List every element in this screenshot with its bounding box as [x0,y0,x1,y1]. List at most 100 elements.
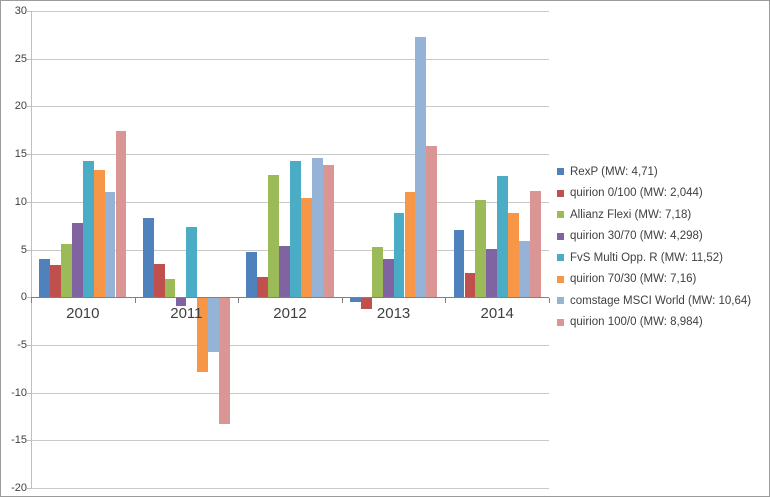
bar-fvs-multi-opp-r-2013[interactable] [393,213,405,298]
y-axis-label--10: -10 [11,386,27,399]
bar-quirion-0-100-2010[interactable] [50,264,61,298]
bar-allianz-flexi-2013[interactable] [371,246,383,298]
gridline--10 [31,392,549,394]
legend-label: comstage MSCI World (MW: 10,64) [570,294,752,307]
gridline--5 [31,344,549,346]
x-axis-label-2014: 2014 [480,305,514,322]
legend-item-quirion-0-100[interactable]: quirion 0/100 (MW: 2,044) [557,183,751,205]
y-axis-label-25: 25 [14,52,27,65]
bar-allianz-flexi-2010[interactable] [61,243,72,298]
bar-allianz-flexi-2012[interactable] [268,175,280,298]
legend-label: quirion 70/30 (MW: 7,16) [570,273,697,286]
legend-swatch-icon [557,211,564,219]
gridline--20 [31,488,549,489]
legend-swatch-icon [557,275,564,283]
bar-quirion-70-30-2012[interactable] [300,198,312,298]
x-axis-line [31,297,549,299]
bar-quirion-30-70-2011[interactable] [175,298,187,306]
bar-rexp-2011[interactable] [142,218,154,298]
gridline-25 [31,58,549,60]
bar-quirion-70-30-2013[interactable] [404,192,416,298]
legend-swatch-icon [557,189,564,197]
x-axis-tick-3 [341,298,343,304]
legend-item-fvs-multi-opp-r[interactable]: FvS Multi Opp. R (MW: 11,52) [557,247,751,269]
y-axis-tick-5 [27,249,31,251]
bar-quirion-70-30-2014[interactable] [508,213,519,298]
legend-label: Allianz Flexi (MW: 7,18) [570,208,692,221]
bar-rexp-2014[interactable] [453,229,465,298]
bar-fvs-multi-opp-r-2014[interactable] [497,176,509,298]
x-axis-tick-2 [238,298,240,304]
legend-label: quirion 100/0 (MW: 8,984) [570,316,703,329]
bar-rexp-2010[interactable] [39,259,51,298]
bar-rexp-2013[interactable] [350,298,361,302]
y-axis-label-10: 10 [14,195,27,208]
y-axis-tick-25 [27,58,31,60]
legend-label: RexP (MW: 4,71) [570,165,658,178]
bar-quirion-100-0-2010[interactable] [115,131,127,298]
y-axis-tick--20 [27,488,31,489]
bar-quirion-100-0-2014[interactable] [529,191,541,298]
y-axis-label--15: -15 [11,434,27,447]
legend-swatch-icon [557,168,564,176]
bar-fvs-multi-opp-r-2011[interactable] [186,226,198,298]
x-axis-label-2010: 2010 [66,305,100,322]
y-axis-tick--10 [27,392,31,394]
legend-item-comstage-msci-world[interactable]: comstage MSCI World (MW: 10,64) [557,290,751,312]
bar-quirion-0-100-2013[interactable] [360,298,372,309]
legend-item-quirion-100-0[interactable]: quirion 100/0 (MW: 8,984) [557,312,751,334]
y-axis-label-30: 30 [14,5,27,17]
bar-quirion-30-70-2014[interactable] [486,248,498,298]
bar-quirion-100-0-2013[interactable] [426,145,438,298]
y-axis-label--5: -5 [17,338,27,351]
y-axis-tick-20 [27,106,31,108]
y-axis-label-0: 0 [20,291,27,304]
y-axis-label-15: 15 [14,148,27,161]
y-axis-tick-30 [27,11,31,12]
bar-allianz-flexi-2014[interactable] [475,199,487,298]
gridline-15 [31,154,549,156]
y-axis-tick-15 [27,154,31,156]
y-axis-tick-0 [27,297,31,299]
x-axis-tick-5 [549,298,550,304]
bar-quirion-70-30-2010[interactable] [93,170,105,298]
gridline-20 [31,106,549,108]
bar-quirion-0-100-2012[interactable] [257,277,269,298]
bar-comstage-msci-world-2011[interactable] [208,298,220,352]
bar-fvs-multi-opp-r-2012[interactable] [290,160,301,298]
bar-allianz-flexi-2011[interactable] [164,279,176,298]
bar-rexp-2012[interactable] [246,252,258,298]
bar-quirion-30-70-2012[interactable] [279,245,290,298]
bar-comstage-msci-world-2012[interactable] [311,157,323,298]
gridline-30 [31,11,549,12]
legend-item-allianz-flexi[interactable]: Allianz Flexi (MW: 7,18) [557,204,751,226]
legend-item-rexp[interactable]: RexP (MW: 4,71) [557,161,751,183]
bar-comstage-msci-world-2014[interactable] [519,240,530,298]
bar-comstage-msci-world-2013[interactable] [415,36,427,298]
bar-quirion-30-70-2010[interactable] [71,222,83,298]
x-axis-tick-4 [445,298,447,304]
x-axis-label-2012: 2012 [273,305,307,322]
y-axis-label-20: 20 [14,100,27,113]
legend-label: FvS Multi Opp. R (MW: 11,52) [570,251,723,264]
legend-item-quirion-30-70[interactable]: quirion 30/70 (MW: 4,298) [557,226,751,248]
bar-quirion-30-70-2013[interactable] [382,259,394,298]
bar-comstage-msci-world-2010[interactable] [104,192,116,298]
legend-item-quirion-70-30[interactable]: quirion 70/30 (MW: 7,16) [557,269,751,291]
x-axis-label-2013: 2013 [376,305,411,322]
y-axis-tick--15 [27,440,31,442]
legend-swatch-icon [557,297,564,305]
bar-quirion-0-100-2011[interactable] [153,263,165,298]
legend-label: quirion 0/100 (MW: 2,044) [570,187,703,200]
bar-fvs-multi-opp-r-2010[interactable] [82,160,94,298]
x-axis-tick-1 [134,298,136,304]
y-axis-tick-10 [27,201,31,203]
bar-quirion-100-0-2012[interactable] [322,164,334,298]
bar-quirion-70-30-2011[interactable] [197,298,209,372]
bar-quirion-0-100-2014[interactable] [464,273,476,298]
legend-swatch-icon [557,232,564,240]
y-axis-label-5: 5 [20,243,27,256]
bar-quirion-100-0-2011[interactable] [219,298,230,425]
